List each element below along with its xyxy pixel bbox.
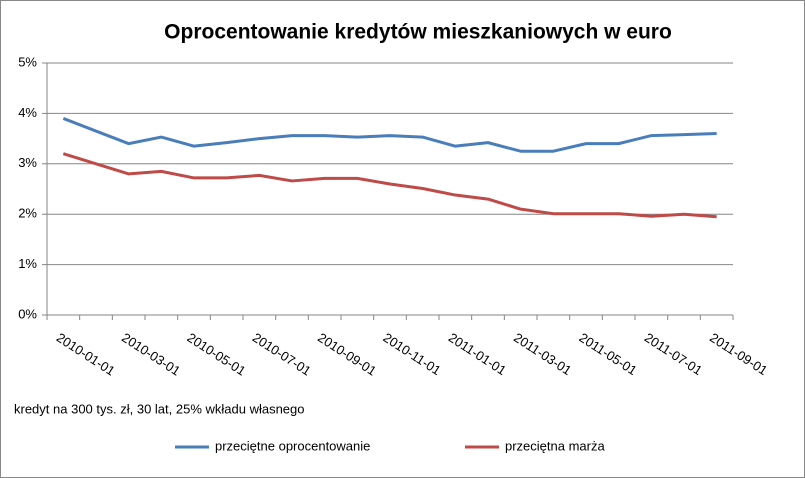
y-tick-label: 3% (18, 155, 37, 170)
y-tick-label: 0% (18, 306, 37, 321)
y-tick-label: 5% (18, 54, 37, 69)
series-line (62, 152, 717, 219)
y-tick-label: 4% (18, 105, 37, 120)
legend-label: przeciętna marża (505, 438, 605, 453)
y-tick-label: 1% (18, 256, 37, 271)
chart-title: Oprocentowanie kredytów mieszkaniowych w… (164, 21, 672, 44)
series-line (62, 117, 717, 153)
legend-label: przeciętne oprocentowanie (215, 438, 370, 453)
annotation: kredyt na 300 tys. zł, 30 lat, 25% wkład… (14, 401, 305, 416)
y-tick-label: 2% (18, 206, 37, 221)
